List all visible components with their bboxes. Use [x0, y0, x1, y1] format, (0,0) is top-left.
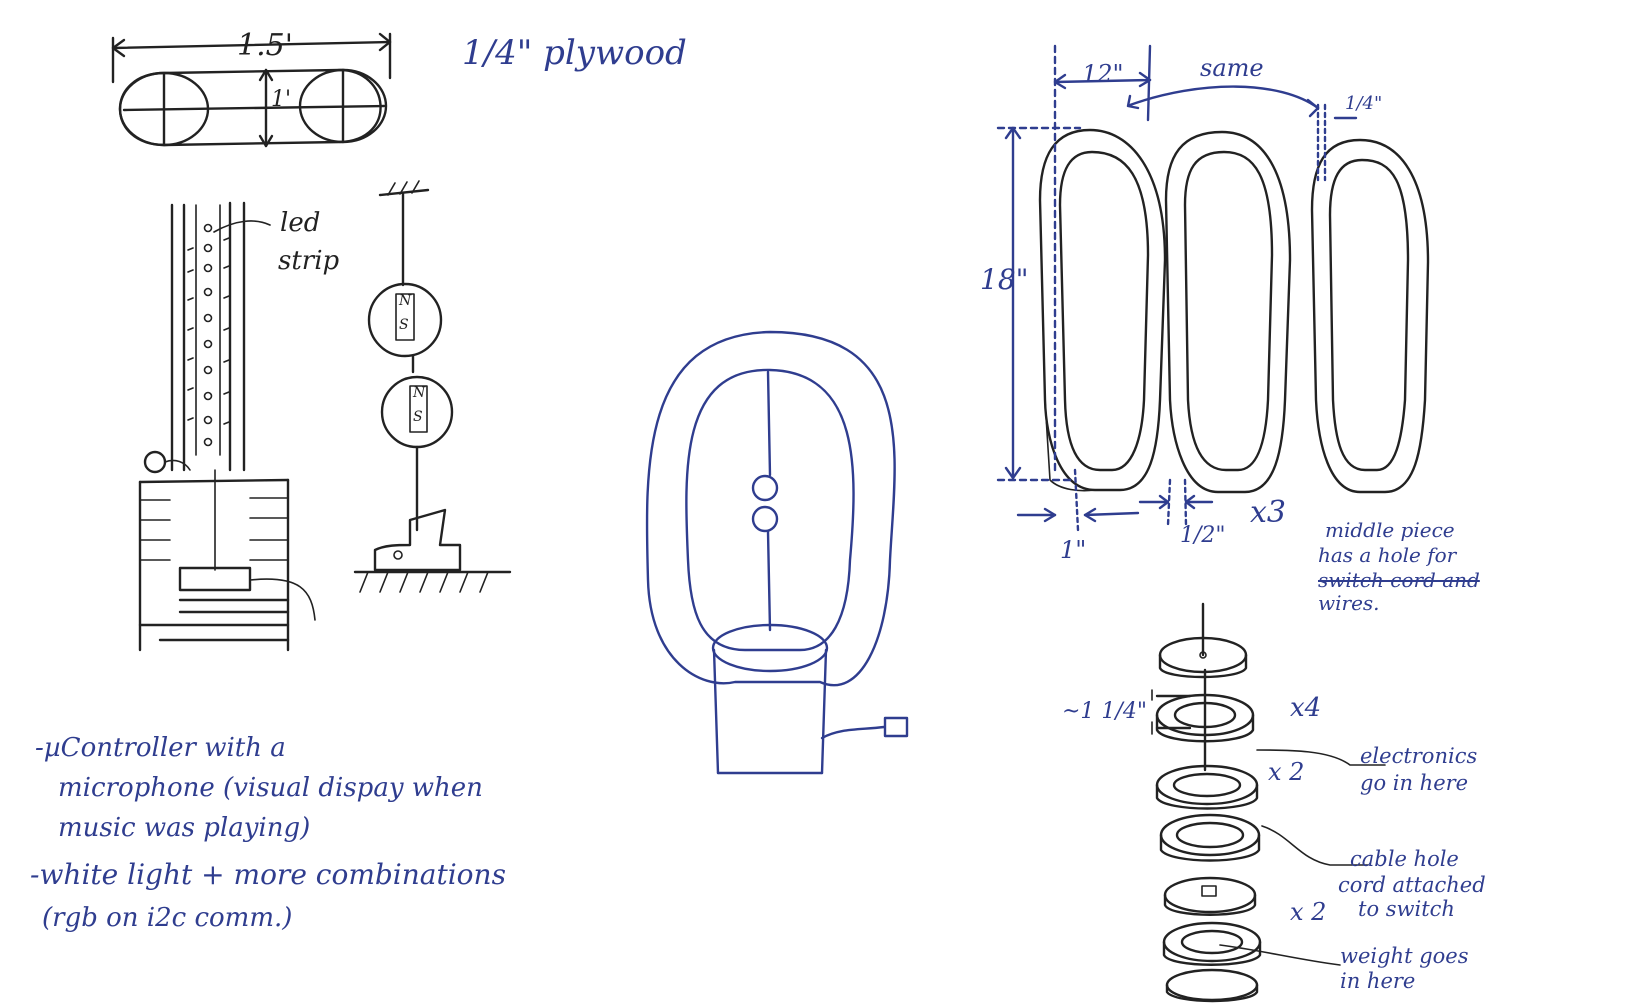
note-line-2: microphone (visual dispay when — [58, 773, 483, 803]
cable-label-line-1: cable hole — [1350, 847, 1459, 871]
stack-x2-top-label: x 2 — [1268, 758, 1305, 786]
note-line-3: music was playing) — [58, 813, 311, 843]
magnet-top-s: S — [399, 317, 409, 333]
magnet-bottom-n: N — [413, 385, 426, 401]
magnet-top-n: N — [399, 293, 412, 309]
note-line-4: -white light + more combinations — [30, 858, 506, 891]
thickness-label: 1/4" — [1345, 93, 1383, 114]
gap-label: 1" — [1060, 536, 1087, 564]
frame-width-label: 12" — [1082, 60, 1124, 88]
magnet-drawing — [353, 180, 512, 593]
material-label: 1/4" plywood — [462, 33, 687, 73]
weight-label-line-1: weight goes — [1340, 944, 1469, 968]
frame-height-label: 18" — [980, 263, 1029, 296]
same-label: same — [1200, 54, 1264, 82]
stack-x2-bottom-label: x 2 — [1290, 898, 1327, 926]
plan-view-drawing — [111, 32, 392, 148]
frame-pieces-drawing — [996, 44, 1430, 532]
cable-label-line-3: to switch — [1358, 897, 1455, 921]
led-strip-label-line1: led — [280, 208, 321, 238]
middle-note-line-4: wires. — [1318, 591, 1380, 615]
stack-x4-label: x4 — [1290, 693, 1322, 723]
stack-height-label: ~1 1/4" — [1062, 699, 1147, 724]
cable-label-line-2: cord attached — [1338, 873, 1486, 897]
half-inch-label: 1/2" — [1180, 523, 1226, 548]
note-line-5: (rgb on i2c comm.) — [42, 903, 293, 933]
middle-note-line-1: middle piece — [1325, 518, 1455, 542]
count-x3-label: x3 — [1250, 495, 1287, 530]
lamp-perspective-drawing — [645, 330, 909, 775]
electronics-label-line-2: go in here — [1360, 771, 1469, 795]
middle-note-line-2: has a hole for — [1318, 543, 1457, 567]
magnet-bottom-s: S — [413, 409, 423, 425]
width-dimension-label: 1.5' — [237, 28, 293, 63]
exploded-stack-drawing — [1151, 602, 1386, 1003]
middle-note-line-3: switch cord and — [1318, 568, 1480, 592]
height-dimension-label: 1' — [271, 87, 292, 112]
note-line-1: -µController with a — [35, 733, 286, 763]
led-dots — [203, 223, 213, 447]
led-strip-label-line2: strip — [278, 246, 340, 276]
lamp-elevation-drawing — [138, 201, 316, 652]
weight-label-line-2: in here — [1340, 969, 1416, 993]
electronics-label-line-1: electronics — [1360, 744, 1478, 768]
